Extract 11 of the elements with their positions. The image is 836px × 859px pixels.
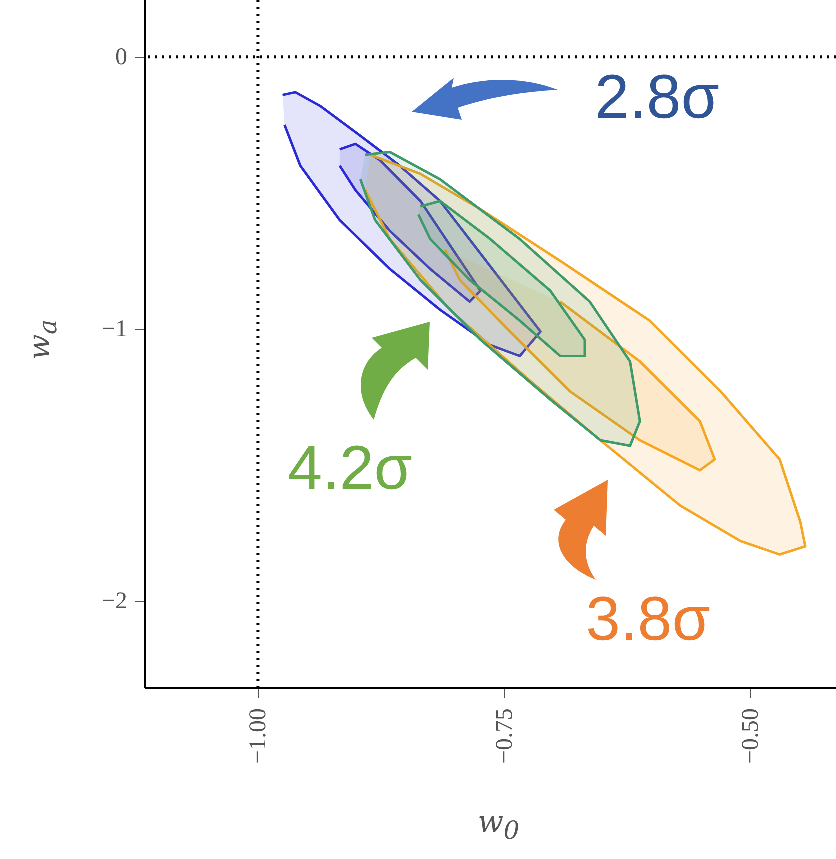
y-tick-label: −1 (102, 316, 128, 343)
annotation: 3.8σ (586, 584, 710, 655)
annotation: 2.8σ (595, 62, 720, 133)
line-series (417, 200, 586, 358)
x-axis-title: w$_{0}$ (478, 805, 520, 845)
x-tick-label: −0.75 (492, 708, 518, 764)
y-tick-label: −2 (102, 588, 128, 614)
annotation: 4.2σ (288, 433, 412, 504)
x-tick-label: −1.00 (246, 708, 272, 764)
x-tick-label: −0.50 (738, 708, 764, 764)
y-tick-label: 0 (116, 44, 128, 71)
